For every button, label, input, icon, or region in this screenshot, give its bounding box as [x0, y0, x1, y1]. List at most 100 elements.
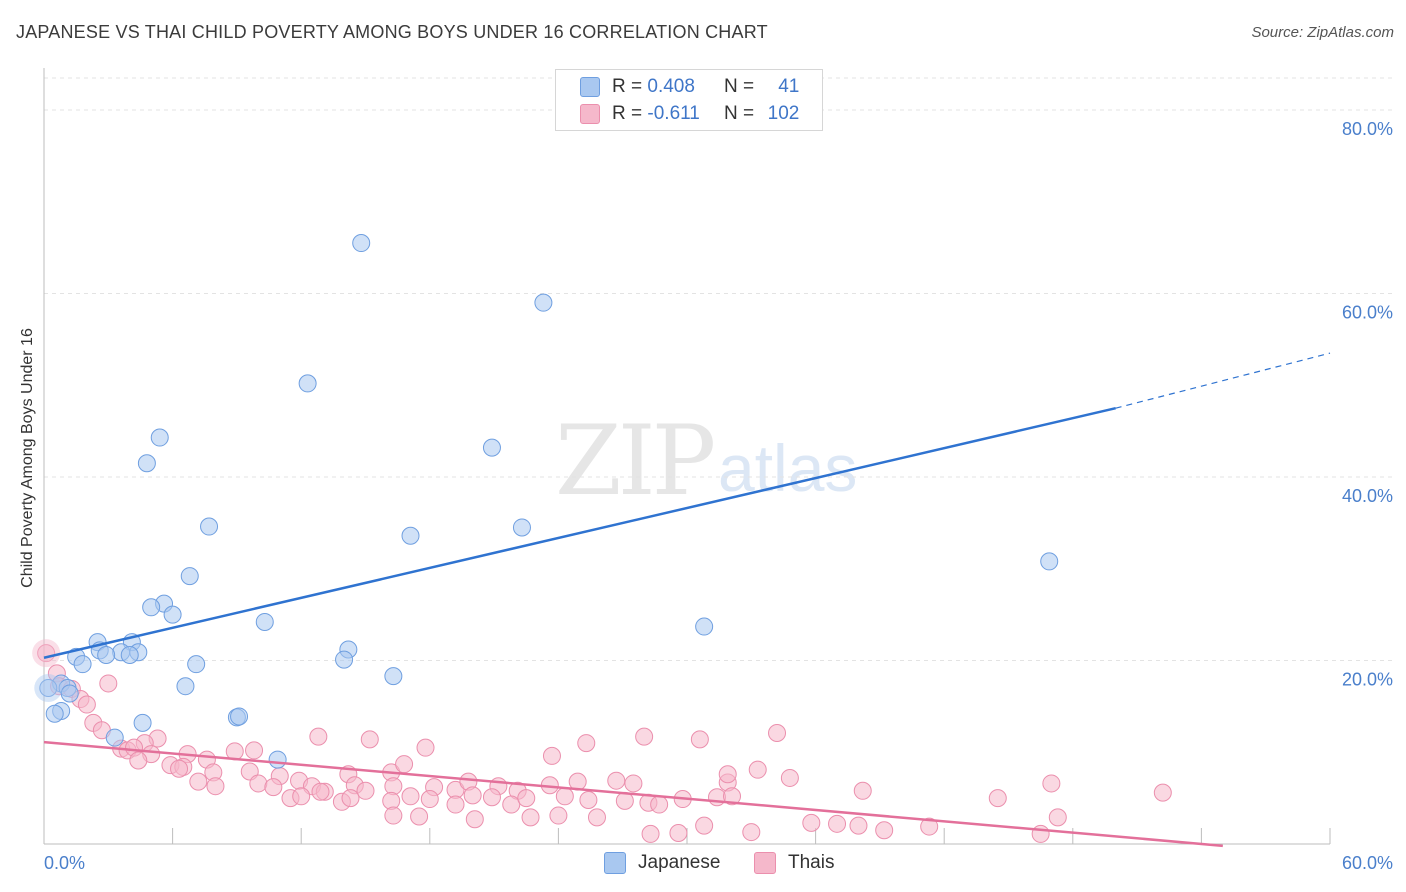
- japanese-point: [335, 650, 354, 669]
- japanese-cluster: [34, 674, 63, 703]
- thais-point: [170, 759, 189, 778]
- thais-point: [77, 695, 96, 714]
- correlation-legend: R = 0.408 N = 41 R = -0.611 N = 102: [555, 69, 823, 131]
- thais-point: [410, 807, 429, 826]
- thais-point: [849, 816, 868, 835]
- thais-point: [690, 730, 709, 749]
- thais-point: [641, 824, 660, 843]
- japanese-legend-label: Japanese: [638, 852, 721, 873]
- thais-point: [742, 823, 761, 842]
- r-value: 0.408: [647, 76, 695, 97]
- japanese-trend-extension: [1115, 352, 1331, 409]
- n-value: 102: [767, 103, 800, 124]
- thais-point: [309, 727, 328, 746]
- japanese-point: [187, 655, 206, 674]
- thais-point: [502, 795, 521, 814]
- legend-item-thais[interactable]: Thais: [754, 852, 834, 874]
- n-label: N =: [723, 103, 755, 124]
- thais-point: [465, 810, 484, 829]
- thais-point: [828, 814, 847, 833]
- legend-item-japanese[interactable]: Japanese: [604, 852, 720, 874]
- japanese-point: [1040, 552, 1059, 571]
- japanese-point: [120, 645, 139, 664]
- thais-point: [875, 821, 894, 840]
- thais-point: [549, 806, 568, 825]
- thais-point: [264, 778, 283, 797]
- thais-point: [249, 774, 268, 793]
- japanese-point: [45, 704, 64, 723]
- thais-point: [988, 789, 1007, 808]
- japanese-point: [39, 679, 58, 698]
- watermark-atlas: atlas: [718, 431, 858, 505]
- thais-point: [245, 741, 264, 760]
- thais-point: [521, 808, 540, 827]
- thais-point: [360, 730, 379, 749]
- japanese-point: [401, 526, 420, 545]
- japanese-point: [180, 567, 199, 586]
- japanese-point: [73, 655, 92, 674]
- thais-point: [463, 786, 482, 805]
- thais-point: [650, 795, 669, 814]
- thais-points: [32, 639, 1172, 843]
- japanese-trend-line: [43, 406, 1116, 659]
- thais-point: [695, 816, 714, 835]
- thais-point: [587, 808, 606, 827]
- chart-title: JAPANESE VS THAI CHILD POVERTY AMONG BOY…: [16, 22, 768, 42]
- japanese-point: [512, 518, 531, 537]
- thais-trend-line: [43, 740, 1223, 848]
- x-tick-label: 0.0%: [44, 853, 85, 873]
- thais-point: [708, 788, 727, 807]
- japanese-point: [163, 605, 182, 624]
- japanese-point: [482, 438, 501, 457]
- legend-row-japanese: R = 0.408 N = 41: [580, 74, 799, 100]
- japanese-point: [105, 728, 124, 747]
- thais-point: [624, 774, 643, 793]
- thais-point: [206, 777, 225, 796]
- watermark-zip: ZIP: [555, 405, 716, 517]
- series-legend: Japanese Thais: [0, 852, 1406, 876]
- japanese-point: [534, 293, 553, 312]
- trend-lines: [43, 352, 1331, 848]
- thais-point: [555, 787, 574, 806]
- y-tick-label: 40.0%: [1342, 486, 1393, 506]
- thais-point: [292, 787, 311, 806]
- thais-point: [189, 772, 208, 791]
- thais-point: [768, 723, 787, 742]
- thais-point: [607, 771, 626, 790]
- grid-lines: [44, 77, 1392, 661]
- thais-point: [635, 727, 654, 746]
- japanese-point: [200, 517, 219, 536]
- thais-point: [384, 806, 403, 825]
- japanese-point: [255, 612, 274, 631]
- thais-point: [542, 746, 561, 765]
- axes: [43, 68, 1331, 845]
- y-tick-label: 20.0%: [1342, 670, 1393, 690]
- thais-legend-swatch: [754, 852, 776, 874]
- legend-row-thais: R = -0.611 N = 102: [580, 101, 799, 127]
- thais-point: [1042, 774, 1061, 793]
- r-label: R =: [612, 103, 643, 124]
- thais-point: [420, 790, 439, 809]
- thais-point: [579, 790, 598, 809]
- thais-point: [920, 817, 939, 836]
- japanese-swatch: [580, 77, 600, 97]
- japanese-point: [150, 428, 169, 447]
- japanese-point: [352, 234, 371, 253]
- thais-legend-label: Thais: [788, 852, 835, 873]
- thais-point: [780, 768, 799, 787]
- n-label: N =: [723, 76, 755, 97]
- thais-point: [853, 781, 872, 800]
- y-tick-label: 60.0%: [1342, 303, 1393, 323]
- thais-point: [577, 734, 596, 753]
- thais-point: [416, 738, 435, 757]
- thais-point: [446, 795, 465, 814]
- source-credit: Source: ZipAtlas.com: [1251, 24, 1394, 41]
- japanese-points: [34, 234, 1059, 769]
- japanese-point: [298, 374, 317, 393]
- thais-point: [718, 765, 737, 784]
- thais-point: [1153, 783, 1172, 802]
- thais-point: [517, 789, 536, 808]
- japanese-point: [97, 645, 116, 664]
- japanese-point: [137, 454, 156, 473]
